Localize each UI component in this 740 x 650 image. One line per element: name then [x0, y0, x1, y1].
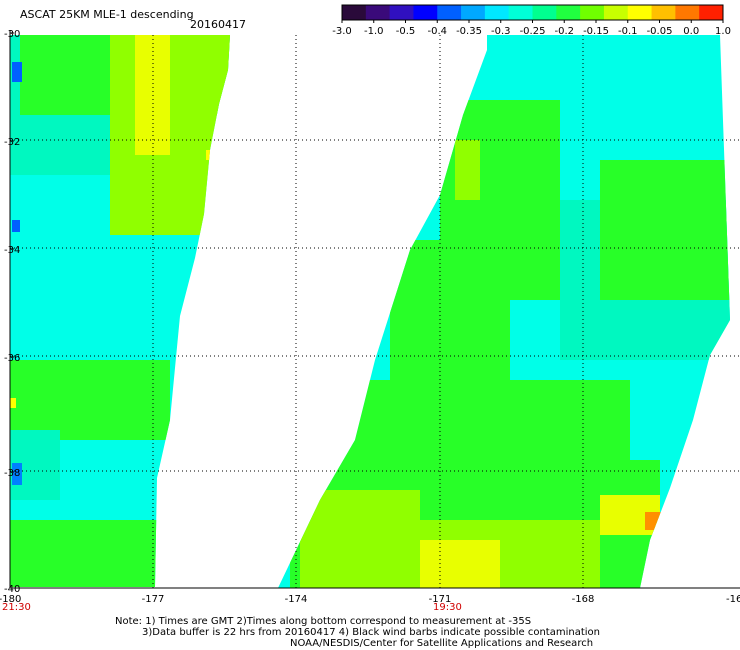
colorbar-swatch	[603, 5, 629, 20]
colorbar-swatch	[580, 5, 605, 20]
footnote-line-2: 3)Data buffer is 22 hrs from 20160417 4)…	[142, 627, 600, 638]
time-label: 21:30	[2, 602, 31, 613]
latitude-label: -32	[4, 137, 20, 148]
colorbar-swatch	[342, 5, 367, 20]
colorbar-tick-label: -0.2	[554, 26, 574, 37]
colorbar-swatch	[461, 5, 486, 20]
colorbar-swatch	[556, 5, 581, 20]
latitude-label: -38	[4, 468, 20, 479]
colorbar-swatch	[651, 5, 676, 20]
time-label: 19:30	[433, 602, 462, 613]
colorbar-swatch	[508, 5, 533, 20]
time-labels: 21:30 19:30	[2, 602, 462, 613]
colorbar-swatch	[627, 5, 653, 20]
longitude-label: -171	[429, 594, 452, 605]
colorbar-tick-label: 0.0	[683, 26, 699, 37]
footnote-credit: NOAA/NESDIS/Center for Satellite Applica…	[290, 638, 594, 649]
colorbar-tick-label: -3.0	[332, 26, 352, 37]
colorbar-tick-label: 1.0	[715, 26, 731, 37]
longitude-label: -16	[726, 594, 740, 605]
longitude-label: -177	[142, 594, 165, 605]
map-title: ASCAT 25KM MLE-1 descending	[20, 8, 194, 21]
map-axes	[9, 30, 740, 589]
colorbar-tick-label: -0.3	[491, 26, 511, 37]
swath-left	[10, 35, 230, 587]
colorbar-swatch	[675, 5, 700, 20]
longitude-labels: -180 -177 -174 -171 -168 -16	[0, 594, 740, 605]
longitude-label: -180	[0, 594, 21, 605]
longitude-label: -174	[285, 594, 308, 605]
colorbar-tick-label: -0.5	[396, 26, 416, 37]
colorbar-swatch	[389, 5, 414, 20]
colorbar-swatch	[484, 5, 510, 20]
latitude-labels: -30 -32 -34 -36 -38 -40	[4, 29, 20, 595]
colorbar-tick-label: -0.25	[520, 26, 546, 37]
colorbar-tick-label: -0.35	[456, 26, 482, 37]
latitude-label: -34	[4, 245, 20, 256]
colorbar-tick-label: -0.1	[618, 26, 638, 37]
colorbar-tick-label: -0.4	[427, 26, 447, 37]
colorbar-tick-label: -1.0	[364, 26, 384, 37]
swath-right	[278, 35, 730, 588]
colorbar-swatch	[413, 5, 438, 20]
longitude-label: -168	[572, 594, 595, 605]
colorbar: -3.0 -1.0 -0.5 -0.4 -0.35 -0.3 -0.25 -0.2 -0.15-…	[332, 4, 731, 37]
colorbar-swatch	[437, 5, 462, 20]
graticule	[10, 35, 740, 588]
colorbar-swatch	[365, 5, 391, 20]
latitude-label: -40	[4, 584, 20, 595]
footnote-line-1: Note: 1) Times are GMT 2)Times along bot…	[115, 616, 532, 627]
colorbar-tick-label: -0.05	[647, 26, 673, 37]
latitude-label: -36	[4, 353, 20, 364]
map-date: 20160417	[190, 18, 246, 31]
colorbar-swatch	[532, 5, 557, 20]
colorbar-swatch	[699, 5, 724, 20]
latitude-label: -30	[4, 29, 20, 40]
colorbar-tick-label: -0.15	[583, 26, 609, 37]
